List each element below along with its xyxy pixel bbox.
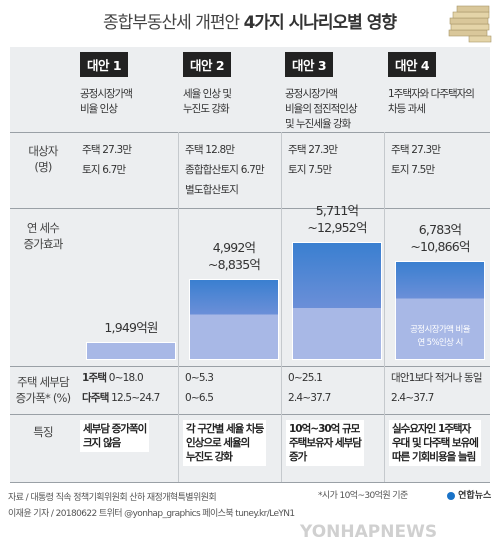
bar-value-label: 6,783억 ~10,866억: [410, 221, 470, 254]
page-title: 종합부동산세 개편안 4가지 시나리오별 영향: [102, 13, 397, 33]
column-head-3: 대안 3 공정시장가액 비율의 점진적인상 및 누진세율 강화: [285, 52, 385, 132]
row-divider: [10, 208, 490, 209]
burden-cell-1: 1주택 0~18.0 다주택 12.5~24.7: [82, 372, 160, 404]
scenario-tag: 대안 4: [388, 52, 437, 77]
tax-increase-bar: [292, 241, 382, 360]
row-divider: [10, 414, 490, 415]
bar-value-label: 4,992억 ~8,835억: [207, 240, 261, 273]
payers-cell-4: 주택 27.3만 토지 7.5만: [391, 144, 441, 176]
scenario-description: 1주택자와 다주택자의 차등 과세: [388, 88, 475, 115]
scenario-tag: 대안 2: [183, 52, 232, 77]
feature-cell-4: 실수요자인 1주택자 우대 및 다주택 보유에 따른 기회비용을 늘림: [389, 420, 481, 466]
source-note: 자료 / 대통령 직속 정책기획위원회 산하 재정개혁특별위원회: [8, 493, 217, 503]
column-divider: [281, 132, 282, 482]
feature-cell-1: 세부담 증가폭이 크지 않음: [80, 420, 150, 452]
column-head-4: 대안 4 1주택자와 다주택자의 차등 과세: [388, 52, 488, 117]
row-divider: [10, 482, 490, 483]
payers-cell-1: 주택 27.3만 토지 6.7만: [82, 144, 132, 176]
row-label-burden: 주택 세부담 증가폭* (%): [15, 375, 71, 405]
column-head-1: 대안 1 공정시장가액 비율 인상: [80, 52, 180, 117]
burden-cell-2: 0~5.3 0~6.5: [185, 372, 214, 404]
bar-note: 공정시장가액 비율 연 5%인상 시: [410, 325, 470, 348]
watermark: YONHAPNEWS: [300, 522, 438, 542]
burden-cell-3: 0~25.1 2.4~37.7: [288, 372, 331, 404]
row-label-payers: 대상자 (명): [28, 144, 58, 174]
tax-increase-bar: [189, 279, 279, 360]
column-divider: [384, 132, 385, 482]
tax-increase-bar: [86, 342, 176, 360]
row-divider: [10, 366, 490, 367]
scenario-description: 세율 인상 및 누진도 강화: [183, 88, 232, 115]
scenario-description: 공정시장가액 비율 인상: [80, 88, 133, 115]
payers-cell-3: 주택 27.3만 토지 7.5만: [288, 144, 338, 176]
payers-cell-2: 주택 12.8만 종합합산토지 6.7만 별도합산토지: [185, 144, 265, 196]
scenario-tag: 대안 3: [285, 52, 334, 77]
footnote: *시가 10억~30억원 기준: [318, 491, 408, 501]
row-label-feature: 특징: [33, 425, 53, 439]
burden-cell-4: 대안1보다 적거나 동일 2.4~37.7: [391, 372, 483, 404]
feature-cell-2: 각 구간별 세율 차등 인상으로 세율의 누진도 강화: [183, 420, 267, 466]
row-divider: [10, 132, 490, 133]
money-stack-icon: [448, 5, 492, 43]
feature-cell-3: 10억~30억 규모 주택보유자 세부담 증가: [286, 420, 364, 466]
credit-line: 이재윤 기자 / 20180622 트위터 @yonhap_graphics 페…: [8, 509, 295, 519]
column-head-2: 대안 2 세율 인상 및 누진도 강화: [183, 52, 283, 117]
column-divider: [178, 132, 179, 482]
scenario-tag: 대안 1: [80, 52, 129, 77]
brand-logo: 연합뉴스: [447, 488, 491, 501]
tax-increase-bar: [395, 260, 485, 360]
row-label-tax-increase: 연 세수 증가효과: [23, 221, 63, 251]
scenario-description: 공정시장가액 비율의 점진적인상 및 누진세율 강화: [285, 88, 358, 130]
bar-value-label: 5,711억 ~12,952억: [307, 202, 367, 235]
bar-value-label: 1,949억원: [104, 320, 158, 336]
